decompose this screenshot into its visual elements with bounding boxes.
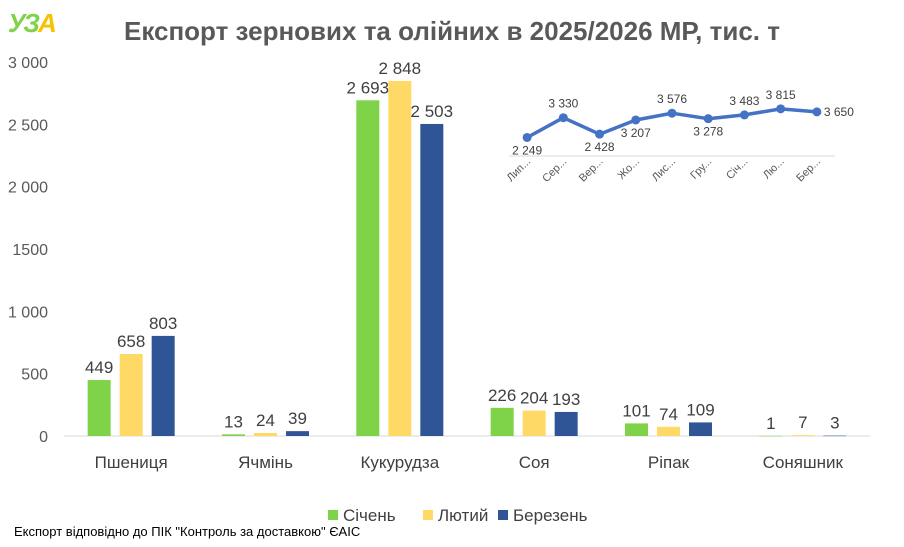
legend-swatch [498,510,508,520]
bar-value-label: 24 [256,411,275,430]
bar-2 [522,410,546,436]
bar-value-label: 193 [552,390,580,409]
inset-point [776,104,786,114]
footnote: Експорт відповідно до ПІК "Контроль за д… [14,524,361,539]
inset-month-label: Жо... [616,156,642,182]
bar-1 [759,435,783,437]
inset-value-label: 3 650 [824,105,854,119]
x-category-label: Ячмінь [238,453,293,472]
bar-value-label: 7 [798,413,807,432]
inset-value-label: 3 207 [621,126,651,140]
chart-title: Експорт зернових та олійних в 2025/2026 … [123,16,780,46]
inset-point [739,110,749,120]
inset-month-label: Лип... [505,156,534,185]
bar-3 [823,435,847,437]
inset-value-label: 2 249 [512,143,542,157]
inset-value-label: 3 815 [766,88,796,102]
bar-value-label: 74 [659,405,678,424]
legend-label: Березень [513,506,588,525]
bar-value-label: 109 [686,400,714,419]
bar-3 [689,422,712,436]
legend-label: Лютий [438,506,488,525]
x-category-label: Соя [519,453,550,472]
bar-1 [490,407,514,436]
bar-1 [625,423,648,436]
inset-point [667,108,677,118]
x-category-label: Соняшник [763,453,844,472]
inset-month-label: Гру... [688,156,714,182]
inset-point [631,115,641,125]
inset-point [522,132,532,142]
x-category-label: Пшениця [95,453,168,472]
inset-value-label: 2 428 [585,140,615,154]
inset-point [703,114,713,124]
inset-point [595,129,605,139]
y-tick-label: 500 [21,367,48,384]
bar-1 [356,100,380,436]
inset-value-label: 3 330 [548,97,578,111]
bar-value-label: 13 [224,412,243,431]
bar-value-label: 39 [288,409,307,428]
legend-swatch [328,510,338,520]
bar-3 [151,335,175,436]
bar-value-label: 2 503 [411,102,454,121]
uza-logo: УЗА [8,8,57,39]
bar-2 [388,80,412,436]
bar-value-label: 2 693 [347,78,390,97]
inset-month-label: Лис... [650,156,678,184]
bar-1 [87,380,111,436]
y-tick-label: 0 [39,429,48,446]
y-tick-label: 1 000 [8,304,48,321]
logo-text: УЗА [8,8,57,38]
y-tick-label: 2 000 [8,180,48,197]
bar-3 [286,431,309,436]
inset-value-label: 3 483 [729,94,759,108]
bar-1 [222,434,245,436]
bar-value-label: 2 848 [379,59,422,78]
inset-month-label: Вер... [577,156,606,185]
bar-value-label: 1 [766,414,775,433]
bar-value-label: 803 [149,314,177,333]
inset-value-label: 3 278 [693,125,723,139]
x-category-label: Кукурудза [360,453,439,472]
bar-value-label: 449 [85,358,113,377]
bar-value-label: 226 [488,386,516,405]
legend-swatch [423,510,433,520]
bar-3 [420,123,444,436]
bar-2 [254,433,277,436]
bar-3 [554,411,578,436]
inset-point [812,107,822,117]
inset-month-label: Бер... [794,156,823,185]
x-category-label: Ріпак [648,453,690,472]
inset-month-label: Лю... [761,156,787,182]
bar-value-label: 101 [622,401,650,420]
bar-value-label: 658 [117,332,145,351]
bar-value-label: 3 [830,414,839,433]
legend-label: Січень [343,506,396,525]
y-tick-label: 3 000 [8,55,48,72]
bar-2 [119,353,143,436]
bar-2 [657,426,680,436]
inset-point [558,113,568,123]
bar-2 [791,435,815,436]
inset-value-label: 3 576 [657,92,687,106]
inset-month-label: Січ... [724,156,750,182]
y-tick-label: 1500 [12,242,48,259]
bar-value-label: 204 [520,389,548,408]
y-tick-label: 2 500 [8,117,48,134]
inset-month-label: Сер... [540,156,569,185]
